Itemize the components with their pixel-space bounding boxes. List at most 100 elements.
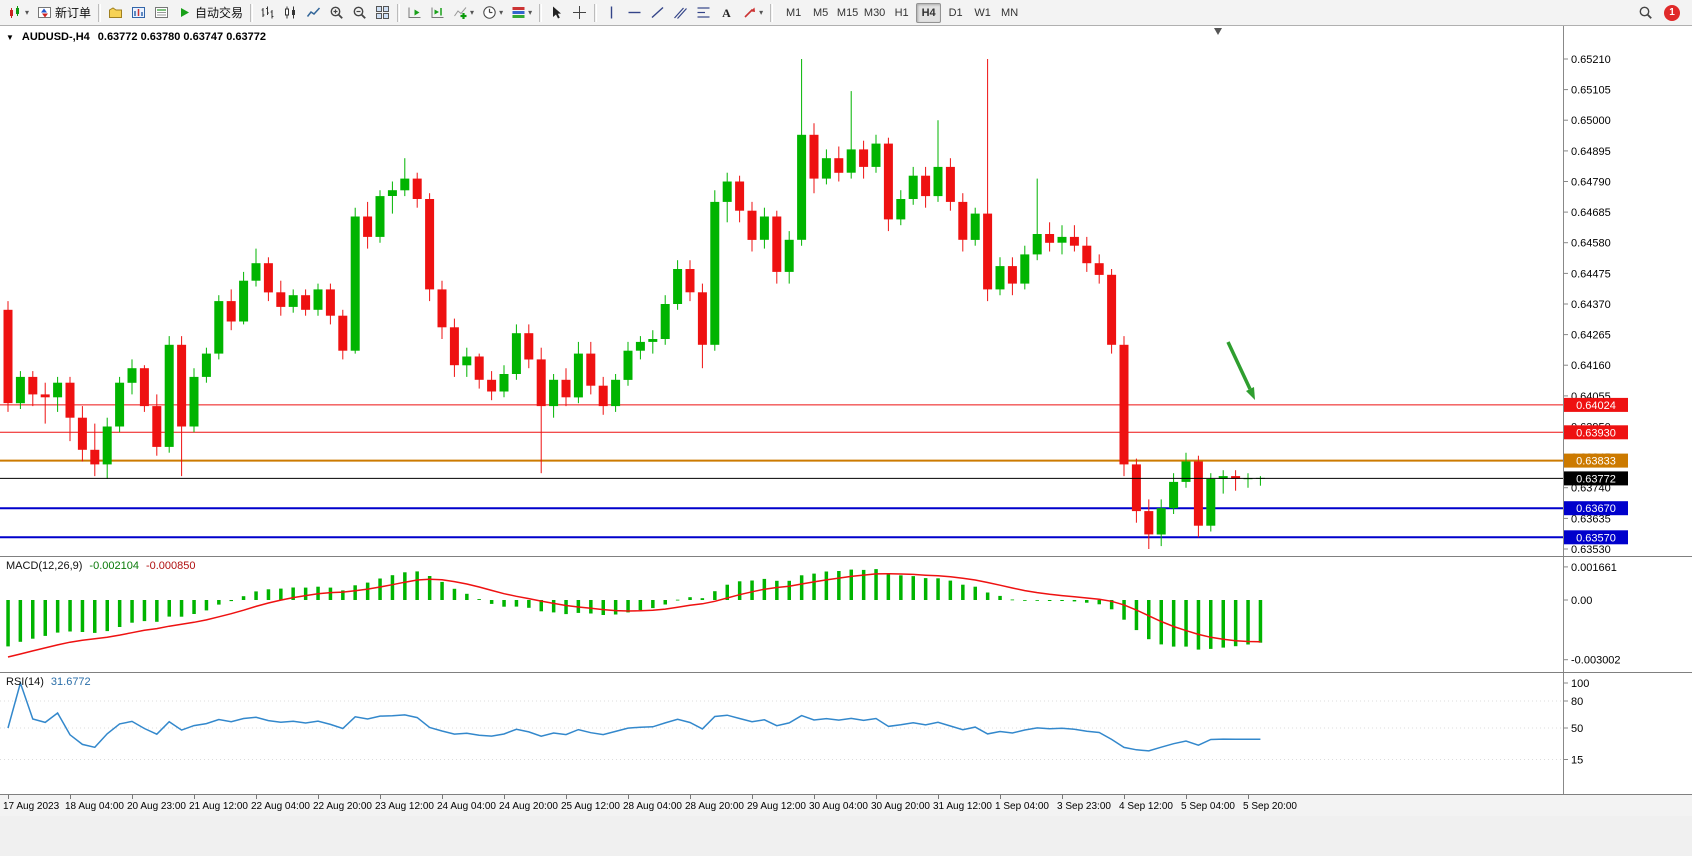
macd-signal-value: -0.000850 <box>145 560 196 572</box>
chart-line-button[interactable] <box>302 2 325 24</box>
price-axis-label: 0.64790 <box>1571 177 1611 189</box>
arrows-dropdown-arrow-icon[interactable]: ▾ <box>759 8 764 17</box>
macd-canvas[interactable]: 0.001661 0.00 -0.003002 <box>0 557 1692 672</box>
time-tick <box>256 795 257 799</box>
time-tick <box>566 795 567 799</box>
time-tick <box>938 795 939 799</box>
indicators-icon <box>453 5 468 20</box>
zoom-in-icon <box>329 5 344 20</box>
svg-text:0.64024: 0.64024 <box>1576 400 1616 412</box>
time-label: 5 Sep 20:00 <box>1243 801 1297 812</box>
vertical-line-icon <box>604 5 619 20</box>
toolbar-separator <box>770 3 774 22</box>
price-axis-label: 0.64895 <box>1571 146 1611 158</box>
timeframe-H4[interactable]: H4 <box>916 2 942 23</box>
crosshair-button[interactable] <box>568 2 591 24</box>
collapse-triangle-icon[interactable]: ▼ <box>6 32 14 42</box>
search-button[interactable] <box>1634 2 1657 24</box>
fibonacci-icon <box>696 5 711 20</box>
price-line-label: 0.63570 <box>1564 530 1628 545</box>
svg-text:0.63570: 0.63570 <box>1576 532 1616 544</box>
chart-shift-button[interactable] <box>426 2 449 24</box>
time-label: 20 Aug 23:00 <box>127 801 186 812</box>
timeframe-M30[interactable]: M30 <box>863 6 886 19</box>
macd-label: MACD(12,26,9) <box>6 560 83 572</box>
notification-badge[interactable]: 1 <box>1664 4 1680 21</box>
price-axis-label: 0.64685 <box>1571 207 1611 219</box>
chart-candlesticks-button[interactable] <box>279 2 302 24</box>
time-tick <box>628 795 629 799</box>
time-tick <box>380 795 381 799</box>
rsi-canvas[interactable]: 100 80 50 15 <box>0 673 1692 794</box>
macd-panel[interactable]: 0.001661 0.00 -0.003002 MACD(12,26,9) -0.0… <box>0 556 1692 672</box>
zoom-in-button[interactable] <box>325 2 348 24</box>
horizontal-line-button[interactable] <box>623 2 646 24</box>
zoom-out-button[interactable] <box>348 2 371 24</box>
timeframe-H1[interactable]: H1 <box>894 6 909 19</box>
price-chart-panel[interactable]: 0.65210 0.65105 0.65000 0.64895 0.64790 0.646… <box>0 26 1692 556</box>
svg-text:0.63833: 0.63833 <box>1576 456 1616 468</box>
new-order-button[interactable]: 新订单 <box>33 2 95 24</box>
timeframe-M15[interactable]: M15 <box>836 6 859 19</box>
rsi-value: 31.6772 <box>50 676 91 688</box>
templates-button[interactable]: ▾ <box>507 2 536 24</box>
time-label: 30 Aug 04:00 <box>809 801 868 812</box>
time-label: 25 Aug 12:00 <box>561 801 620 812</box>
timeframe-M1[interactable]: M1 <box>785 6 802 19</box>
price-line-label: 0.64024 <box>1564 397 1628 412</box>
price-axis-label: 0.63530 <box>1571 544 1611 556</box>
time-tick <box>442 795 443 799</box>
price-line-label: 0.63930 <box>1564 425 1628 440</box>
market-watch-button[interactable] <box>127 2 150 24</box>
timeframe-MN[interactable]: MN <box>1001 6 1019 19</box>
periods-button[interactable]: ▾ <box>478 2 507 24</box>
equidistant-channel-button[interactable] <box>669 2 692 24</box>
price-axis-label: 0.65105 <box>1571 85 1611 97</box>
tile-windows-button[interactable] <box>371 2 394 24</box>
new-chart-dropdown-arrow-icon[interactable]: ▾ <box>25 8 30 17</box>
tile-windows-icon <box>375 5 390 20</box>
macd-header: MACD(12,26,9) -0.002104 -0.000850 <box>6 560 196 572</box>
templates-dropdown-arrow-icon[interactable]: ▾ <box>528 8 533 17</box>
data-window-button[interactable] <box>150 2 173 24</box>
candles <box>3 59 1265 549</box>
autotrading-button[interactable]: 自动交易 <box>173 2 247 24</box>
timeframe-M5[interactable]: M5 <box>812 6 829 19</box>
vertical-line-button[interactable] <box>600 2 623 24</box>
crosshair-icon <box>572 5 587 20</box>
chart-candlesticks-icon <box>283 5 298 20</box>
periods-dropdown-arrow-icon[interactable]: ▾ <box>499 8 504 17</box>
rsi-panel[interactable]: 100 80 50 15 RSI(14) 31.6772 <box>0 672 1692 794</box>
market-watch-icon <box>131 5 146 20</box>
profiles-button[interactable] <box>104 2 127 24</box>
rsi-header: RSI(14) 31.6772 <box>6 676 91 688</box>
new-order-label: 新订单 <box>55 6 92 20</box>
indicators-button[interactable]: ▾ <box>449 2 478 24</box>
price-chart-canvas[interactable]: 0.65210 0.65105 0.65000 0.64895 0.64790 0.646… <box>0 26 1692 556</box>
autotrading-icon <box>177 5 192 20</box>
text-button[interactable]: A <box>715 2 738 24</box>
indicators-dropdown-arrow-icon[interactable]: ▾ <box>470 8 475 17</box>
time-axis[interactable]: 17 Aug 2023 18 Aug 04:00 20 Aug 23:00 21 Au… <box>0 794 1692 816</box>
price-axis-label: 0.63740 <box>1571 483 1611 495</box>
arrows-button[interactable]: ▾ <box>738 2 767 24</box>
timeframe-D1[interactable]: D1 <box>948 6 963 19</box>
fibonacci-button[interactable] <box>692 2 715 24</box>
price-axis-label: 0.65000 <box>1571 115 1611 127</box>
time-tick <box>70 795 71 799</box>
cursor-icon <box>549 5 564 20</box>
time-tick <box>1000 795 1001 799</box>
new-chart-button[interactable]: ▾ <box>4 2 33 24</box>
timeframe-W1[interactable]: W1 <box>974 6 991 19</box>
new-chart-icon <box>8 5 23 20</box>
cursor-button[interactable] <box>545 2 568 24</box>
time-tick <box>504 795 505 799</box>
trendline-button[interactable] <box>646 2 669 24</box>
auto-scroll-button[interactable] <box>403 2 426 24</box>
time-label: 28 Aug 20:00 <box>685 801 744 812</box>
chart-bars-button[interactable] <box>256 2 279 24</box>
time-label: 3 Sep 23:00 <box>1057 801 1111 812</box>
periods-icon <box>482 5 497 20</box>
equidistant-channel-icon <box>673 5 688 20</box>
price-line-label: 0.63833 <box>1564 453 1628 468</box>
